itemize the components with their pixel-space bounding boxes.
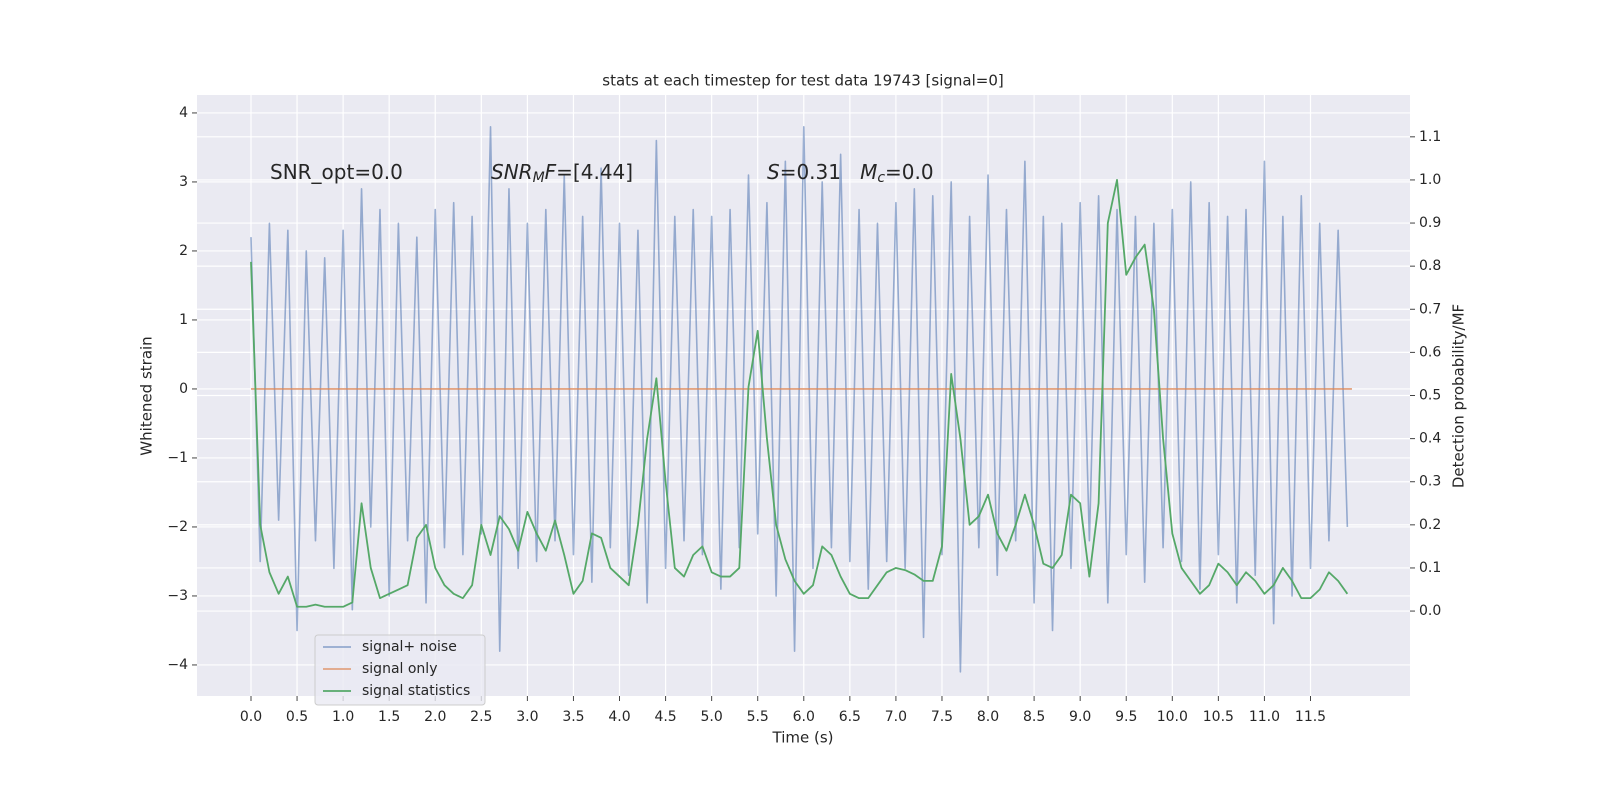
x-tick-label: 9.0 [1069, 709, 1091, 725]
y-tick-label: 3 [179, 174, 188, 190]
y2-tick-label: 0.8 [1419, 258, 1441, 274]
x-tick-label: 4.0 [608, 709, 630, 725]
x-tick-label: 4.5 [654, 709, 676, 725]
x-tick-label: 7.5 [931, 709, 953, 725]
x-tick-label: 0.5 [286, 709, 308, 725]
annotation-part: M [533, 170, 545, 186]
x-axis-label: Time (s) [772, 729, 834, 747]
x-tick-label: 1.5 [378, 709, 400, 725]
y2-tick-label: 1.1 [1419, 129, 1441, 145]
x-tick-label: 3.5 [562, 709, 584, 725]
y-tick-label: −4 [167, 657, 188, 673]
y-tick-label: −2 [167, 519, 188, 535]
y2-tick-label: 0.2 [1419, 517, 1441, 533]
legend-label: signal statistics [362, 683, 470, 699]
x-tick-label: 11.0 [1249, 709, 1280, 725]
y-tick-label: −3 [167, 588, 188, 604]
x-tick-label: 8.0 [977, 709, 999, 725]
x-tick-label: 8.5 [1023, 709, 1045, 725]
y2-tick-label: 0.1 [1419, 560, 1441, 576]
legend-label: signal only [362, 661, 437, 677]
series-line [250, 179, 1349, 608]
y2-tick-label: 1.0 [1419, 172, 1441, 188]
annotation-part: SNR_opt=0.0 [270, 160, 403, 184]
y-tick-label: 2 [179, 243, 188, 259]
legend-box [314, 634, 486, 706]
y2-tick-label: 0.4 [1419, 431, 1441, 447]
x-tick-label: 7.0 [885, 709, 907, 725]
y2-tick-label: 0.0 [1419, 603, 1441, 619]
annotation-part: =0.0 [885, 160, 934, 184]
annotation: SNR_opt=0.0 [270, 160, 403, 184]
y-tick-label: 4 [179, 105, 188, 121]
y2-tick-label: 0.5 [1419, 388, 1441, 404]
y2-tick-label: 0.7 [1419, 301, 1441, 317]
annotation-part: =0.31 [780, 160, 860, 184]
x-tick-label: 3.0 [516, 709, 538, 725]
annotation-part: M [860, 160, 877, 184]
annotation-part: =[4.44] [556, 160, 633, 184]
x-tick-label: 11.5 [1295, 709, 1326, 725]
annotation: SNRMF=[4.44] [491, 160, 633, 187]
x-tick-label: 5.0 [701, 709, 723, 725]
annotation-part: F [545, 160, 557, 184]
x-tick-label: 9.5 [1115, 709, 1137, 725]
y2-axis-label: Detection probability/MF [1450, 304, 1468, 488]
x-tick-label: 6.5 [839, 709, 861, 725]
chart-title: stats at each timestep for test data 197… [602, 72, 1003, 90]
legend: signal+ noise signal only signal statistic… [314, 634, 486, 706]
annotation-part: S [767, 160, 780, 184]
y-tick-label: 0 [179, 381, 188, 397]
x-tick-label: 10.5 [1203, 709, 1234, 725]
x-tick-label: 1.0 [332, 709, 354, 725]
x-tick-label: 2.5 [470, 709, 492, 725]
y-axis-label: Whitened strain [138, 336, 156, 455]
y2-tick-label: 0.9 [1419, 215, 1441, 231]
annotation: S=0.31 Mc=0.0 [767, 160, 934, 187]
y2-tick-label: 0.3 [1419, 474, 1441, 490]
y-tick-label: 1 [179, 312, 188, 328]
annotation-part: c [877, 170, 885, 186]
x-tick-label: 10.0 [1157, 709, 1188, 725]
x-tick-label: 0.0 [240, 709, 262, 725]
y2-tick-label: 0.6 [1419, 344, 1441, 360]
x-tick-label: 5.5 [747, 709, 769, 725]
x-tick-label: 6.0 [793, 709, 815, 725]
annotation-part: SNR [491, 160, 533, 184]
y-tick-label: −1 [167, 450, 188, 466]
legend-label: signal+ noise [362, 639, 457, 655]
x-tick-label: 2.0 [424, 709, 446, 725]
